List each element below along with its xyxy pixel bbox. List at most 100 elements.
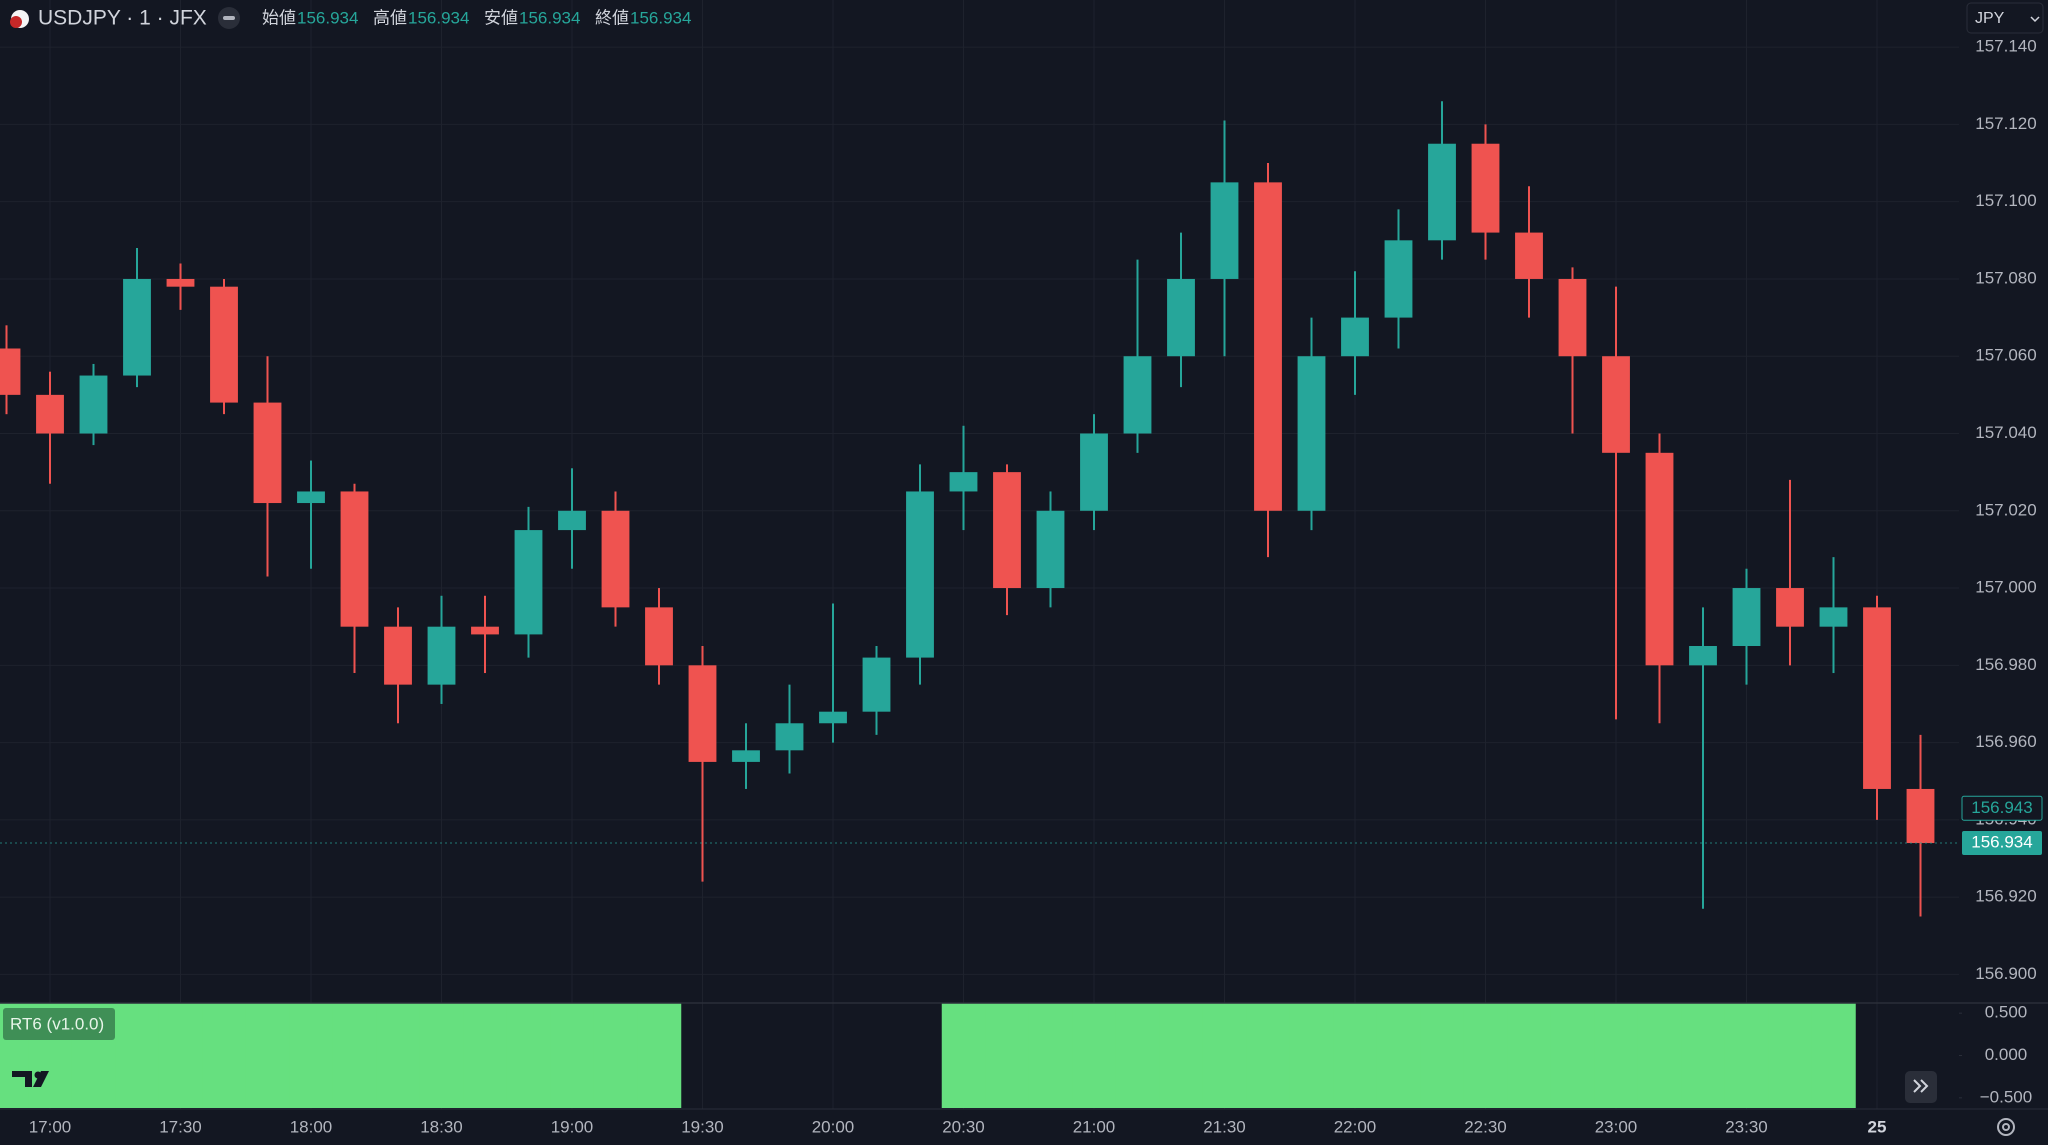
x-tick-label: 25: [1868, 1117, 1887, 1136]
candle-body: [514, 530, 543, 635]
candle-body: [1123, 356, 1152, 434]
highlight-band: [1463, 1003, 1508, 1108]
highlight-band: [376, 1003, 421, 1108]
settings-icon[interactable]: [1997, 1118, 2015, 1136]
candles: [0, 101, 1935, 917]
x-tick-label: 23:30: [1725, 1117, 1768, 1136]
y-tick-label: 157.100: [1975, 191, 2036, 210]
candle-body: [558, 510, 586, 531]
candle-body: [688, 665, 717, 762]
candle-body: [166, 278, 195, 287]
candle-body: [1776, 588, 1804, 627]
highlight-band: [1550, 1003, 1595, 1108]
flag-icon: [10, 16, 22, 28]
x-tick-label: 17:00: [29, 1117, 72, 1136]
candle-body: [1471, 143, 1500, 233]
candle-body: [1558, 278, 1587, 357]
highlight-band: [289, 1003, 334, 1108]
highlight-band: [115, 1003, 160, 1108]
candle-body: [775, 723, 804, 751]
ohlc-legend: 始値 156.934 高値 156.934 安値 156.934 終値 156.934: [262, 8, 691, 27]
candle-body: [297, 491, 325, 504]
indicator-title[interactable]: RT6 (v1.0.0): [10, 1014, 104, 1033]
highlight-band: [550, 1003, 595, 1108]
x-tick-label: 22:30: [1464, 1117, 1507, 1136]
y-tick-label: −0.500: [1980, 1087, 2032, 1106]
highlight-band: [1333, 1003, 1378, 1108]
x-tick-label: 23:00: [1595, 1117, 1638, 1136]
highlight-band: [506, 1003, 551, 1108]
x-tick-label: 18:00: [290, 1117, 333, 1136]
candle-body: [384, 626, 412, 685]
y-tick-label: 156.960: [1975, 732, 2036, 751]
highlight-band: [463, 1003, 508, 1108]
price-label: 156.943: [1971, 798, 2032, 817]
y-tick-label: 156.980: [1975, 655, 2036, 674]
highlight-band: [332, 1003, 377, 1108]
y-tick-label: 0.500: [1985, 1003, 2028, 1022]
candle-body: [1602, 356, 1630, 453]
x-tick-label: 20:30: [942, 1117, 985, 1136]
y-tick-label: 157.020: [1975, 500, 2036, 519]
y-tick-label: 156.920: [1975, 887, 2036, 906]
highlight-band: [1115, 1003, 1160, 1108]
x-tick-label: 17:30: [159, 1117, 202, 1136]
currency-label[interactable]: JPY: [1975, 10, 2005, 27]
highlight-band: [1768, 1003, 1813, 1108]
x-tick-label: 20:00: [812, 1117, 855, 1136]
y-tick-label: 157.000: [1975, 578, 2036, 597]
candle-body: [949, 472, 978, 492]
scroll-right-button[interactable]: [1905, 1071, 1937, 1103]
ohlc-label: 始値: [262, 8, 296, 27]
highlight-band: [1594, 1003, 1639, 1108]
highlight-band: [1289, 1003, 1334, 1108]
candle-body: [819, 711, 847, 724]
currency-button[interactable]: [1966, 2, 2044, 34]
y-tick-label: 0.000: [1985, 1045, 2028, 1064]
candle-body: [210, 286, 238, 403]
highlight-band: [1028, 1003, 1073, 1108]
price-label-box: [1961, 795, 2043, 821]
ohlc-value: 156.934: [630, 8, 691, 27]
ohlc-label: 安値: [484, 8, 518, 27]
indicator-label-box[interactable]: [3, 1008, 115, 1040]
ohlc-value: 156.934: [297, 8, 358, 27]
highlight-band: [593, 1003, 638, 1108]
highlight-band: [1420, 1003, 1465, 1108]
candle-body: [79, 375, 108, 434]
highlight-band: [1246, 1003, 1291, 1108]
x-tick-label: 21:00: [1073, 1117, 1116, 1136]
candle-body: [1863, 607, 1891, 789]
candle-body: [1341, 317, 1369, 357]
y-tick-label: 157.080: [1975, 268, 2036, 287]
x-tick-label: 19:00: [551, 1117, 594, 1136]
candle-body: [340, 491, 369, 627]
ohlc-label: 高値: [373, 8, 407, 27]
candle-body: [732, 750, 760, 762]
highlight-band: [985, 1003, 1030, 1108]
candle-body: [1515, 232, 1543, 279]
ohlc-value: 156.934: [408, 8, 469, 27]
highlight-band: [1202, 1003, 1247, 1108]
highlight-band: [1159, 1003, 1204, 1108]
candle-body: [0, 348, 21, 395]
candle-body: [1254, 182, 1282, 511]
candle-body: [1689, 646, 1717, 666]
highlight-band: [202, 1003, 247, 1108]
settings-icon: [2002, 1123, 2010, 1131]
highlight-band: [419, 1003, 464, 1108]
symbol-title: USDJPY · 1 · JFX: [38, 7, 207, 30]
candle-body: [1819, 607, 1848, 627]
highlight-band: [1376, 1003, 1421, 1108]
candle-body: [471, 626, 499, 635]
y-tick-label: 157.140: [1975, 37, 2036, 56]
highlight-band: [1724, 1003, 1769, 1108]
indicator-pane: [0, 1003, 1856, 1108]
candle-body: [862, 657, 891, 712]
candle-body: [36, 394, 64, 434]
candle-body: [123, 278, 151, 376]
x-tick-label: 19:30: [681, 1117, 724, 1136]
